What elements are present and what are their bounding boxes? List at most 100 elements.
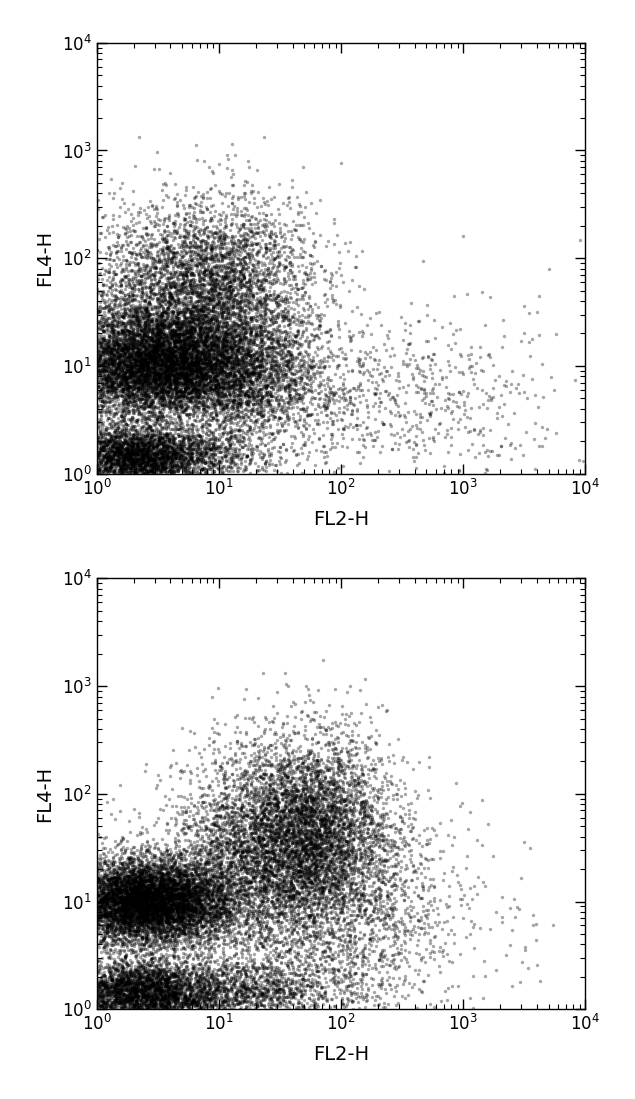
Point (213, 307, 224, 324)
Point (124, 892, 135, 910)
Point (157, 859, 168, 877)
Point (200, 266, 210, 284)
Point (275, 362, 285, 379)
Point (145, 313, 156, 331)
Point (346, 801, 356, 819)
Point (252, 319, 262, 336)
Point (241, 868, 251, 886)
Point (304, 831, 314, 848)
Point (261, 391, 271, 409)
Point (208, 848, 218, 866)
Point (279, 764, 289, 781)
Point (239, 958, 250, 976)
Point (265, 359, 275, 377)
Point (297, 854, 307, 872)
Point (105, 274, 116, 291)
Point (97, 976, 107, 993)
Point (361, 900, 371, 918)
Point (192, 992, 202, 1010)
Point (171, 402, 182, 420)
Point (171, 907, 181, 924)
Point (208, 286, 218, 303)
Point (107, 876, 117, 893)
Point (158, 867, 168, 885)
Point (95, 878, 105, 896)
Point (120, 990, 130, 1008)
Point (114, 993, 124, 1011)
Point (122, 878, 132, 896)
Point (318, 397, 328, 414)
Point (311, 326, 321, 344)
Point (269, 356, 279, 374)
Point (178, 904, 188, 922)
Point (130, 926, 140, 944)
Point (142, 911, 152, 929)
Point (177, 902, 187, 920)
Point (332, 813, 342, 831)
Point (244, 222, 255, 240)
Point (274, 368, 284, 386)
Point (126, 918, 136, 935)
Point (178, 345, 188, 363)
Point (437, 368, 447, 386)
Point (278, 736, 288, 754)
Point (131, 346, 141, 364)
Point (128, 451, 138, 468)
Point (178, 312, 188, 330)
Point (299, 810, 309, 828)
Point (208, 249, 218, 267)
Point (153, 897, 163, 914)
Point (157, 888, 167, 906)
Point (271, 322, 281, 340)
Point (149, 890, 159, 908)
Point (221, 318, 231, 335)
Point (272, 756, 282, 774)
Point (302, 762, 312, 779)
Point (140, 460, 150, 478)
Point (257, 826, 267, 844)
Point (242, 780, 252, 798)
Point (107, 338, 117, 356)
Point (145, 910, 156, 928)
Point (171, 326, 182, 344)
Point (168, 430, 178, 447)
Point (124, 973, 134, 990)
Point (300, 814, 311, 832)
Point (138, 976, 148, 993)
Point (161, 425, 171, 443)
Point (93, 976, 103, 993)
Point (194, 351, 204, 368)
Point (93, 895, 103, 912)
Point (340, 850, 351, 867)
Point (271, 965, 281, 983)
Point (267, 713, 277, 731)
Point (126, 909, 137, 926)
Point (283, 766, 293, 784)
Point (137, 873, 147, 890)
Point (95, 879, 105, 897)
Point (135, 969, 145, 987)
Point (438, 947, 448, 965)
Point (187, 866, 197, 884)
Point (297, 817, 307, 834)
Point (160, 988, 170, 1006)
Point (336, 903, 346, 921)
Point (284, 243, 295, 260)
Point (133, 908, 144, 925)
Point (121, 907, 131, 924)
Point (338, 377, 348, 395)
Point (110, 892, 120, 910)
Point (358, 436, 368, 454)
Point (263, 810, 273, 828)
Point (294, 862, 304, 879)
Point (134, 975, 144, 992)
Point (98, 417, 108, 434)
Point (214, 878, 224, 896)
Point (397, 875, 407, 892)
Point (202, 366, 212, 384)
Point (251, 336, 262, 354)
Point (104, 337, 114, 355)
Point (150, 933, 161, 951)
Point (279, 309, 289, 326)
Point (302, 382, 312, 400)
